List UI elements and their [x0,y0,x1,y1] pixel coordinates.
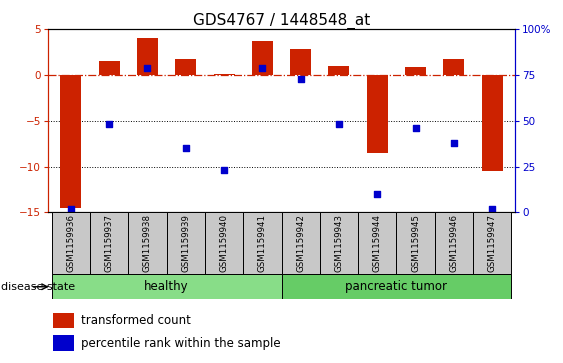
Bar [52,335,74,351]
Text: GSM1159947: GSM1159947 [488,214,497,272]
Bar [282,212,320,274]
Bar [328,66,350,75]
Text: GSM1159939: GSM1159939 [181,214,190,272]
Bar [99,61,120,75]
Point [334,122,343,127]
Point [143,65,152,70]
Bar [396,212,435,274]
Point [488,206,497,212]
Bar [52,313,74,328]
Text: GSM1159946: GSM1159946 [449,214,458,272]
Point [373,191,382,197]
Bar [137,38,158,75]
Bar [473,212,511,274]
Point [181,145,190,151]
Bar [52,212,90,274]
Bar [213,74,235,75]
Bar [435,212,473,274]
Bar [252,41,273,75]
Text: percentile rank within the sample: percentile rank within the sample [81,337,280,350]
Bar [243,212,282,274]
Bar [60,75,82,208]
Text: GSM1159944: GSM1159944 [373,214,382,272]
Point [220,167,229,173]
Bar [320,212,358,274]
Text: GSM1159943: GSM1159943 [334,214,343,272]
Bar [443,59,464,75]
Point [411,125,420,131]
Bar [205,212,243,274]
Bar [282,274,511,299]
Title: GDS4767 / 1448548_at: GDS4767 / 1448548_at [193,13,370,29]
Bar [358,212,396,274]
Bar [128,212,167,274]
Text: GSM1159938: GSM1159938 [143,214,152,272]
Text: pancreatic tumor: pancreatic tumor [346,280,448,293]
Text: GSM1159941: GSM1159941 [258,214,267,272]
Point [449,140,458,146]
Text: GSM1159936: GSM1159936 [66,214,75,272]
Bar [175,59,196,75]
Text: disease state: disease state [1,282,75,292]
Bar [90,212,128,274]
Bar [167,212,205,274]
Bar [367,75,388,153]
Point [66,206,75,212]
Point [296,76,305,81]
Bar [290,49,311,75]
Text: GSM1159937: GSM1159937 [105,214,114,272]
Text: GSM1159940: GSM1159940 [220,214,229,272]
Text: transformed count: transformed count [81,314,190,327]
Bar [405,67,426,75]
Text: healthy: healthy [144,280,189,293]
Text: GSM1159942: GSM1159942 [296,214,305,272]
Point [105,122,114,127]
Bar [481,75,503,171]
Text: GSM1159945: GSM1159945 [411,214,420,272]
Bar [52,274,282,299]
Point [258,65,267,70]
